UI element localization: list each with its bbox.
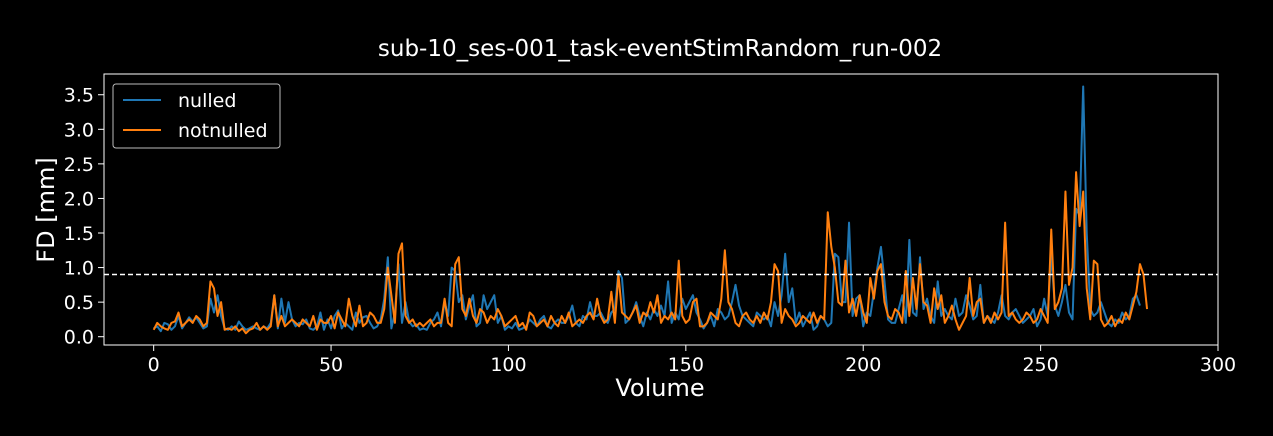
y-tick-label: 3.5 xyxy=(64,85,94,107)
x-axis-title: Volume xyxy=(615,374,704,402)
y-tick-label: 0.5 xyxy=(64,292,94,314)
x-tick-label: 0 xyxy=(148,354,160,376)
y-tick-label: 1.0 xyxy=(64,258,94,280)
axes-frame xyxy=(103,73,1219,346)
x-tick-label: 300 xyxy=(1200,354,1236,376)
legend-label-notnulled: notnulled xyxy=(178,120,268,142)
x-axis: 0 50 100 150 200 250 300 xyxy=(148,345,1236,376)
x-tick-label: 100 xyxy=(490,354,526,376)
y-tick-label: 2.5 xyxy=(64,154,94,176)
plot-area xyxy=(104,85,1218,335)
legend-label-nulled: nulled xyxy=(178,90,236,112)
y-tick-label: 3.0 xyxy=(64,119,94,141)
x-tick-label: 200 xyxy=(845,354,881,376)
chart-title: sub-10_ses-001_task-eventStimRandom_run-… xyxy=(378,36,942,62)
y-tick-label: 2.0 xyxy=(64,188,94,210)
legend: nulled notnulled xyxy=(112,83,281,149)
x-tick-label: 250 xyxy=(1022,354,1058,376)
x-tick-label: 50 xyxy=(319,354,343,376)
y-tick-label: 0.0 xyxy=(64,327,94,349)
y-tick-label: 1.5 xyxy=(64,223,94,245)
x-tick-label: 150 xyxy=(668,354,704,376)
y-axis: 0.0 0.5 1.0 1.5 2.0 2.5 3.0 3.5 xyxy=(64,85,104,349)
series-line-notnulled xyxy=(152,171,1149,335)
y-axis-title: FD [mm] xyxy=(32,157,60,262)
